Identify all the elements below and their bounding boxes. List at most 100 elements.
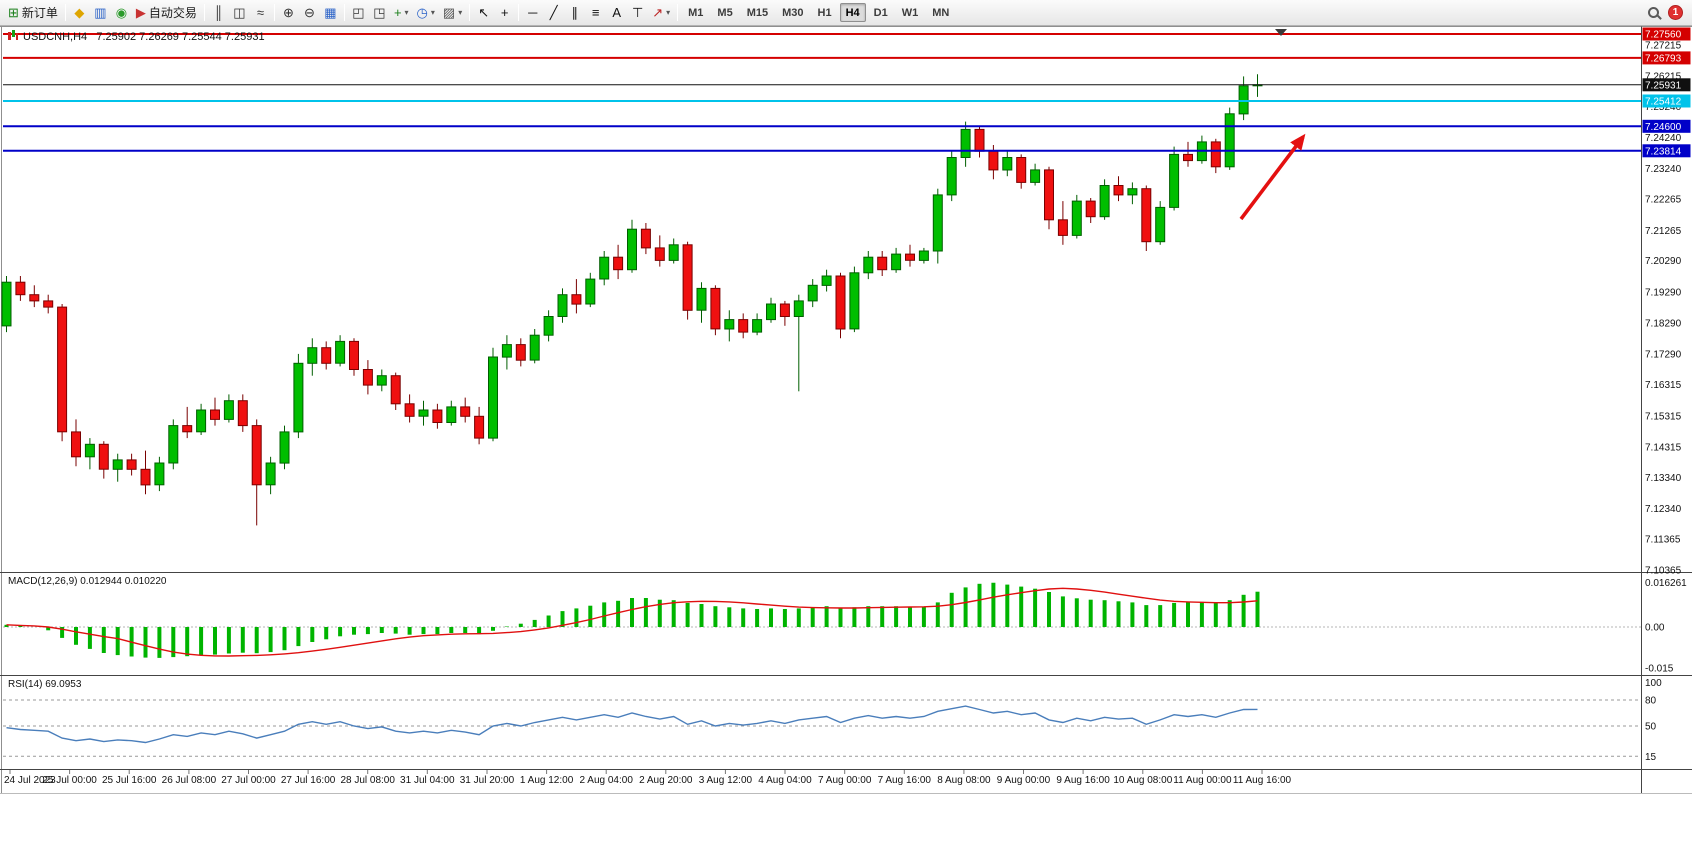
panel-borders (0, 26, 1692, 794)
horizontal-level-lines[interactable] (3, 33, 1641, 152)
svg-text:7.27560: 7.27560 (1645, 30, 1682, 41)
bar-chart-button[interactable]: ║ (208, 2, 229, 24)
svg-text:31 Jul 04:00: 31 Jul 04:00 (400, 775, 455, 786)
trend-arrow-annotation[interactable] (1239, 133, 1306, 221)
autotrading-button-label: 自动交易 (148, 6, 197, 20)
cursor-icon: ↖ (478, 5, 490, 20)
timeframe-button-mn[interactable]: MN (932, 6, 950, 19)
macd-panel: 0.016261 0.00 -0.015 (3, 578, 1687, 675)
market-watch-icon: ◆ (74, 5, 85, 20)
chevron-down-icon: ▾ (430, 8, 435, 17)
svg-text:4 Aug 04:00: 4 Aug 04:00 (758, 775, 812, 786)
svg-text:15: 15 (1645, 752, 1657, 763)
svg-text:0.00: 0.00 (1645, 623, 1665, 634)
toolbar-separator (273, 4, 275, 21)
zoom-in-button[interactable]: ⊕ (278, 2, 299, 24)
candlestick-chart-icon: ◫ (233, 5, 246, 20)
timeframe-button-h4[interactable]: H4 (839, 3, 866, 22)
timeframe-button-m1[interactable]: M1 (688, 6, 704, 19)
chart-window-button[interactable]: ▥ (90, 2, 111, 24)
svg-text:2 Aug 20:00: 2 Aug 20:00 (639, 775, 693, 786)
svg-text:7.11365: 7.11365 (1645, 535, 1681, 546)
cursor-button[interactable]: ↖ (473, 2, 494, 24)
tile-windows-button[interactable]: ▦ (320, 2, 341, 24)
text-button[interactable]: A (606, 2, 627, 24)
svg-text:7.26793: 7.26793 (1645, 53, 1682, 64)
new-order-icon: ⊞ (8, 5, 19, 20)
timeframe-button-d1[interactable]: D1 (873, 6, 888, 19)
horizontal-line-button[interactable]: ─ (522, 2, 543, 24)
timeframe-button-m5[interactable]: M5 (717, 6, 733, 19)
svg-text:7.17290: 7.17290 (1645, 350, 1682, 361)
svg-text:1 Aug 12:00: 1 Aug 12:00 (520, 775, 574, 786)
crosshair-button[interactable]: + (494, 2, 515, 24)
line-chart-icon: ≈ (256, 5, 264, 20)
toolbar-right: 1 (1648, 5, 1688, 20)
fibonacci-button[interactable]: ≡ (585, 2, 606, 24)
svg-text:31 Jul 20:00: 31 Jul 20:00 (460, 775, 515, 786)
svg-text:28 Jul 08:00: 28 Jul 08:00 (340, 775, 395, 786)
auto-arrange-button[interactable]: ◰ (348, 2, 369, 24)
svg-text:7.23814: 7.23814 (1645, 146, 1682, 157)
timeframe-button-h1[interactable]: H1 (817, 6, 832, 19)
candlestick-series (1, 74, 1263, 526)
chart-shift-marker[interactable] (1275, 29, 1287, 36)
svg-text:7.26215: 7.26215 (1645, 71, 1682, 82)
svg-text:80: 80 (1645, 696, 1657, 707)
svg-text:7.16315: 7.16315 (1645, 380, 1682, 391)
timeframe-button-m15[interactable]: M15 (746, 6, 769, 19)
svg-text:24 Jul 2023: 24 Jul 2023 (4, 775, 56, 786)
text-label-button[interactable]: ⊤ (627, 2, 648, 24)
new-order-button[interactable]: ⊞ 新订单 (4, 2, 62, 24)
svg-text:100: 100 (1645, 678, 1662, 689)
fibonacci-icon: ≡ (591, 5, 600, 20)
svg-text:9 Aug 00:00: 9 Aug 00:00 (997, 775, 1051, 786)
svg-text:27 Jul 00:00: 27 Jul 00:00 (221, 775, 276, 786)
bar-chart-icon: ║ (213, 5, 224, 20)
new-chart-button[interactable]: + ▾ (390, 2, 413, 24)
notification-badge[interactable]: 1 (1668, 5, 1683, 20)
arrows-icon: ↗ (652, 5, 664, 20)
toolbar-separator (343, 4, 345, 21)
candlestick-chart-button[interactable]: ◫ (229, 2, 250, 24)
svg-text:7.27215: 7.27215 (1645, 40, 1682, 51)
text-icon: A (612, 5, 622, 20)
svg-text:-0.015: -0.015 (1645, 664, 1674, 675)
svg-text:7.25412: 7.25412 (1645, 97, 1682, 108)
templates-icon: ▨ (442, 5, 456, 20)
zoom-out-button[interactable]: ⊖ (299, 2, 320, 24)
toolbar-separator (64, 4, 66, 21)
svg-text:7.22265: 7.22265 (1645, 195, 1682, 206)
cascade-windows-button[interactable]: ◳ (369, 2, 390, 24)
market-watch-button[interactable]: ◆ (69, 2, 90, 24)
periods-icon: ◷ (416, 5, 428, 20)
templates-button[interactable]: ▨ ▾ (439, 2, 466, 24)
toolbar: ⊞ 新订单 ◆ ▥ ◉ ▶ 自动交易 ║ ◫ ≈ ⊕ ⊖ ▦ ◰ ◳ + ▾ ◷ ▾ ▨ ▾ ↖ + ─ ╱ ∥ ≡ A ⊤ ↗ ▾ M1 M5… (0, 0, 1692, 26)
svg-text:11 Aug 00:00: 11 Aug 00:00 (1173, 775, 1232, 786)
price-axis[interactable]: 7.272157.262157.252407.242407.232407.222… (1642, 27, 1691, 577)
search-icon[interactable] (1648, 7, 1659, 18)
svg-text:7.19290: 7.19290 (1645, 287, 1682, 298)
svg-text:7.12340: 7.12340 (1645, 504, 1682, 515)
timeframe-button-m30[interactable]: M30 (782, 6, 804, 19)
svg-text:7.21265: 7.21265 (1645, 226, 1682, 237)
zoom-out-icon: ⊖ (303, 5, 315, 20)
macd-indicator-label: MACD(12,26,9) 0.012944 0.010220 (8, 576, 167, 587)
line-chart-button[interactable]: ≈ (250, 2, 271, 24)
svg-text:7.13340: 7.13340 (1645, 473, 1682, 484)
arrows-button[interactable]: ↗ ▾ (648, 2, 674, 24)
svg-text:8 Aug 08:00: 8 Aug 08:00 (937, 775, 991, 786)
timeframe-button-w1[interactable]: W1 (901, 6, 919, 19)
svg-text:11 Aug 16:00: 11 Aug 16:00 (1233, 775, 1292, 786)
chevron-down-icon: ▾ (458, 8, 463, 17)
trendline-button[interactable]: ╱ (543, 2, 564, 24)
auto-arrange-icon: ◰ (352, 5, 365, 20)
svg-text:27 Jul 16:00: 27 Jul 16:00 (281, 775, 336, 786)
autotrading-button[interactable]: ▶ 自动交易 (132, 2, 201, 24)
periods-button[interactable]: ◷ ▾ (413, 2, 439, 24)
svg-text:10 Aug 08:00: 10 Aug 08:00 (1113, 775, 1172, 786)
terminal-button[interactable]: ◉ (111, 2, 132, 24)
equidistant-channel-button[interactable]: ∥ (564, 2, 585, 24)
